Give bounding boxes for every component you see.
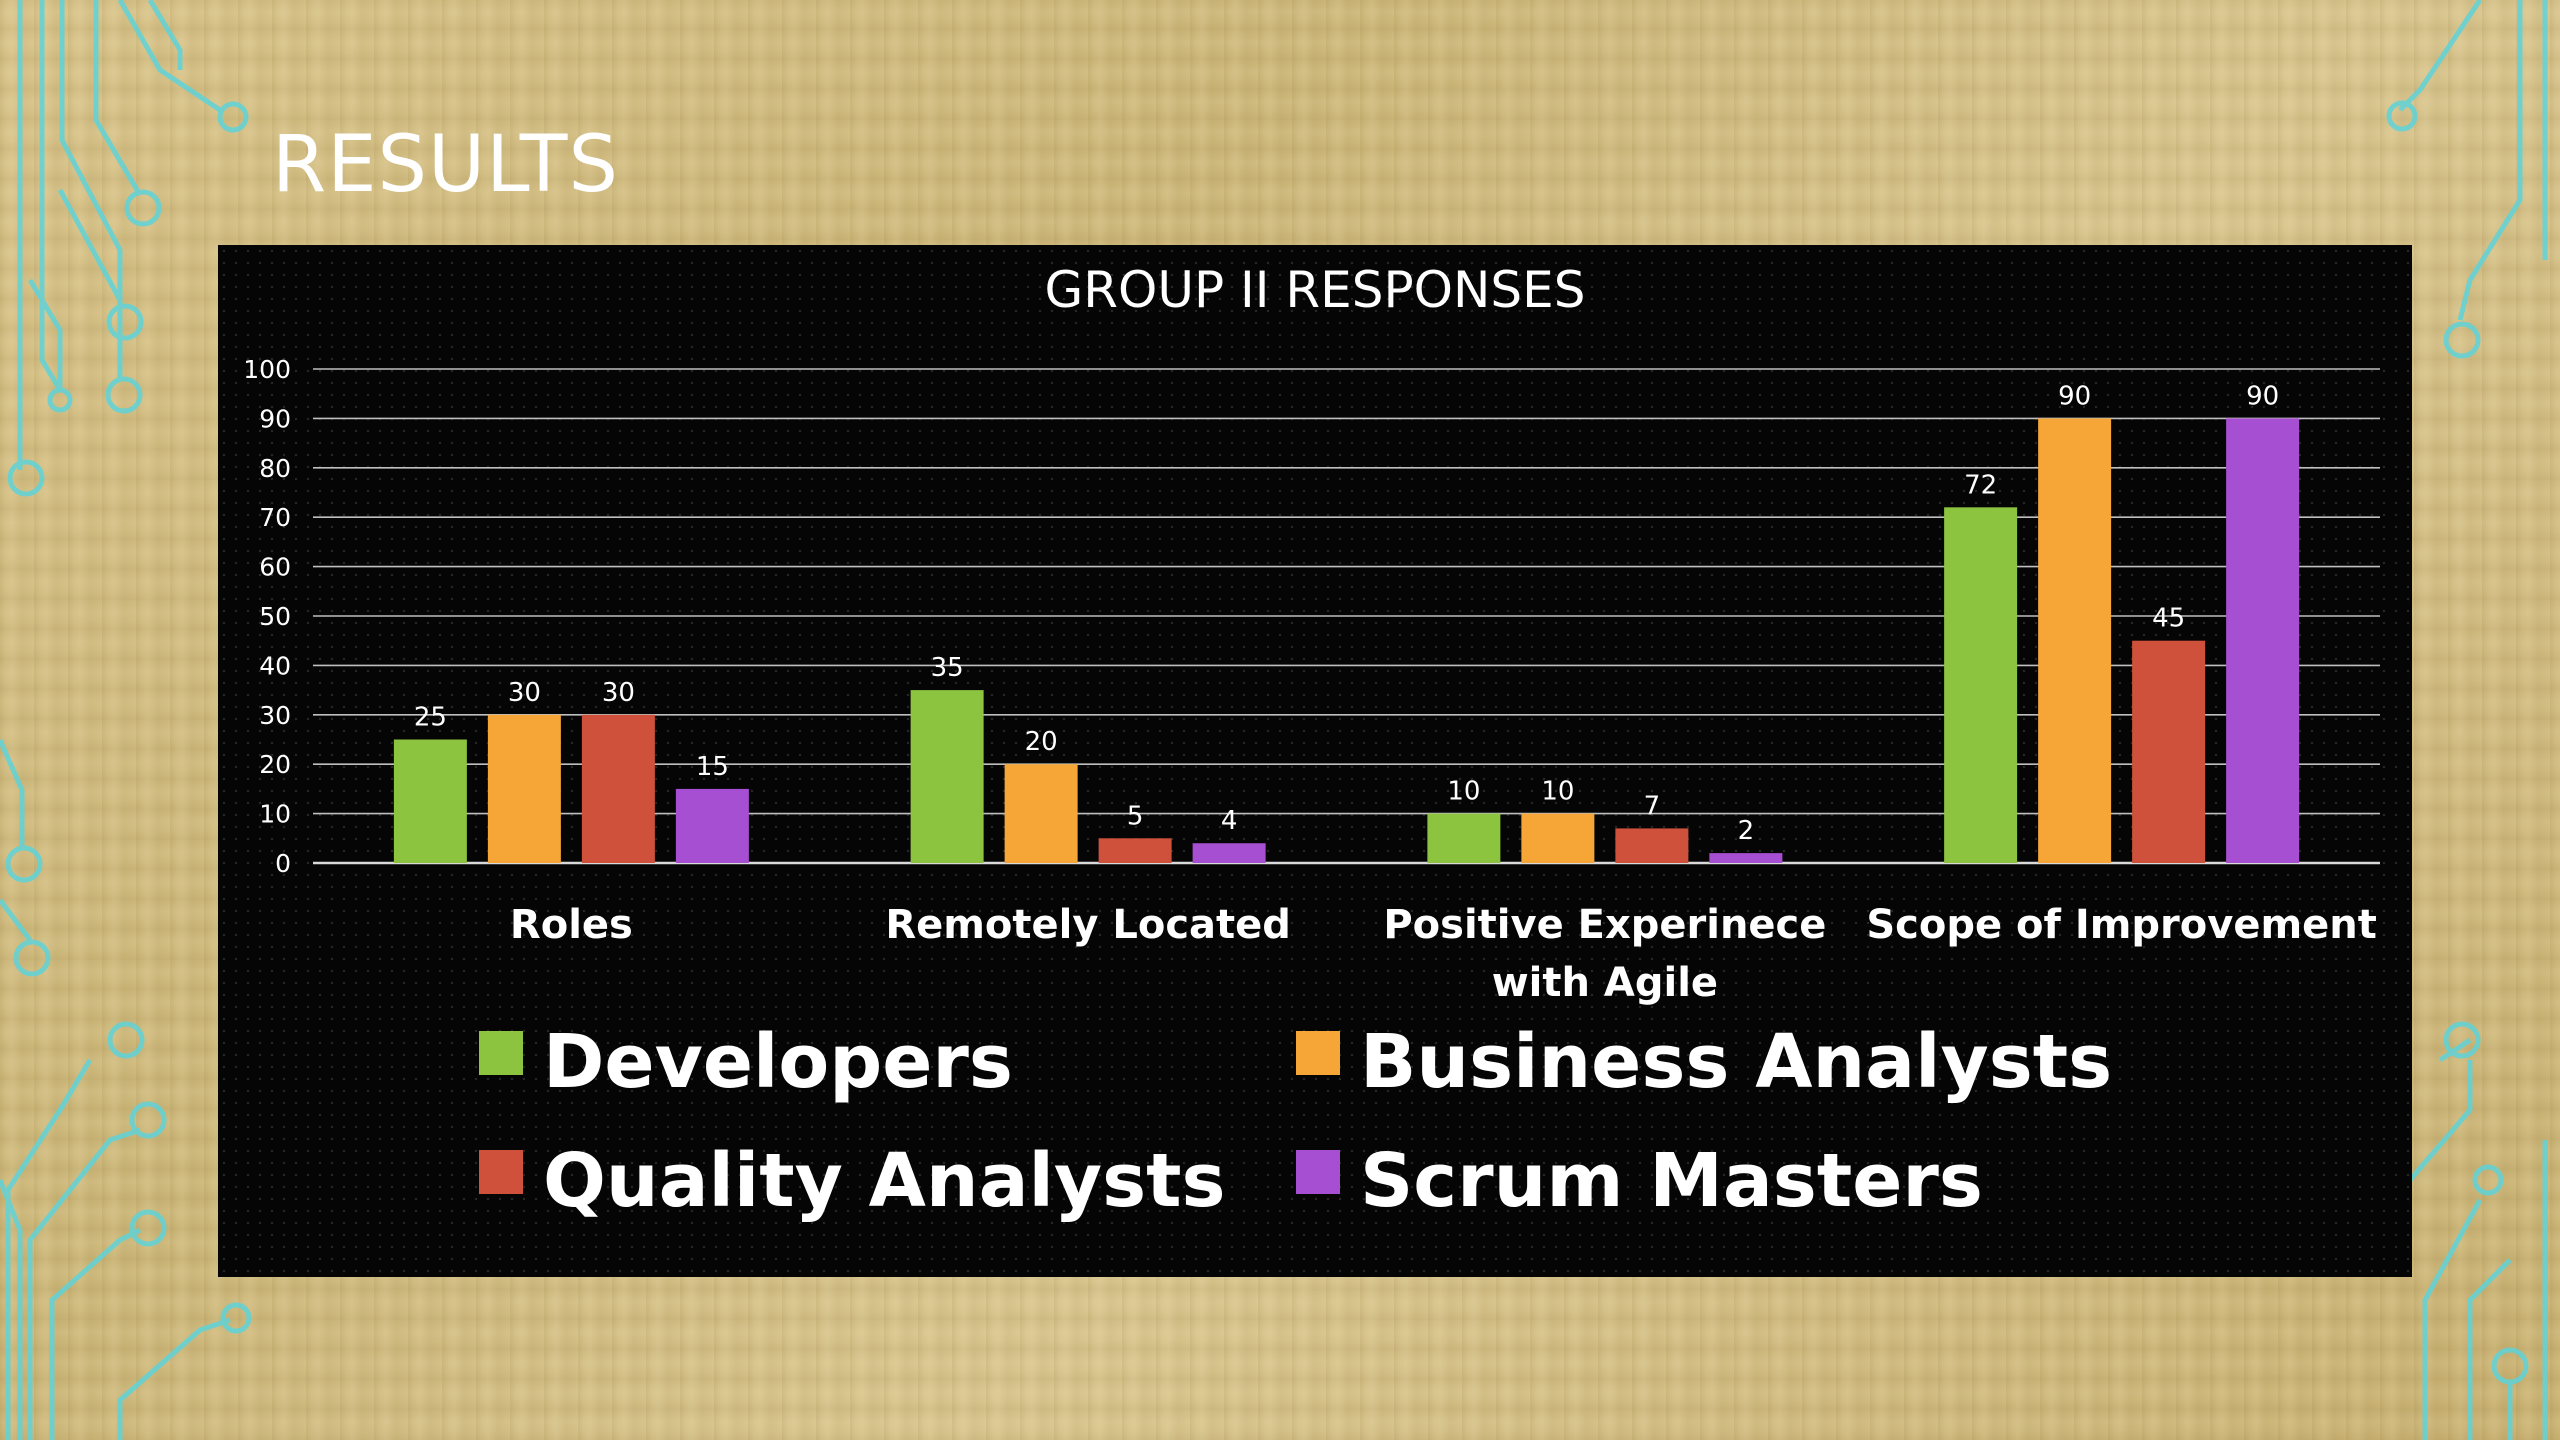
bar — [1098, 838, 1172, 863]
legend: Developers Business Analysts Quality Analy… — [479, 1019, 2112, 1224]
legend-label: Developers — [543, 1019, 1013, 1105]
legend-swatch — [1296, 1031, 1340, 1075]
bar — [393, 739, 467, 863]
data-label: 7 — [1644, 791, 1661, 821]
gridlines — [313, 368, 2380, 865]
slide-title: RESULTS — [272, 120, 619, 210]
data-label: 30 — [602, 678, 635, 708]
y-tick-label: 20 — [259, 750, 291, 779]
y-tick-label: 100 — [243, 355, 291, 384]
data-label: 15 — [696, 752, 729, 782]
bar — [2132, 640, 2206, 863]
data-label: 90 — [2058, 381, 2091, 411]
bar — [1615, 828, 1689, 863]
data-label: 25 — [414, 703, 447, 733]
x-tick-label: Positive Experinece — [1383, 902, 1826, 948]
legend-swatch — [479, 1031, 523, 1075]
y-tick-label: 80 — [259, 454, 291, 483]
bar — [487, 714, 561, 863]
y-tick-label: 30 — [259, 701, 291, 730]
data-label: 45 — [2152, 604, 2185, 634]
data-label: 90 — [2246, 381, 2279, 411]
bars — [393, 418, 2300, 863]
bar — [675, 788, 749, 863]
y-tick-label: 40 — [259, 651, 291, 680]
data-label: 35 — [931, 653, 964, 683]
x-tick-label: Remotely Located — [885, 902, 1291, 948]
y-tick-label: 0 — [275, 849, 291, 878]
bar — [1944, 507, 2018, 863]
data-label: 5 — [1127, 801, 1144, 831]
bar — [1709, 853, 1783, 863]
bar — [1192, 843, 1266, 863]
x-axis-categories: Roles Remotely Located Positive Experinece… — [510, 902, 2377, 1006]
bar — [2226, 418, 2300, 863]
x-tick-label: Roles — [510, 902, 633, 948]
y-tick-label: 10 — [259, 800, 291, 829]
chart-title: GROUP II RESPONSES — [1045, 261, 1586, 319]
legend-label: Business Analysts — [1360, 1019, 2112, 1105]
bar — [910, 690, 984, 863]
legend-swatch — [479, 1150, 523, 1194]
data-label: 72 — [1964, 470, 1997, 500]
y-tick-label: 60 — [259, 553, 291, 582]
x-tick-label: Scope of Improvement — [1866, 902, 2377, 948]
x-tick-label: with Agile — [1492, 960, 1718, 1006]
y-tick-label: 70 — [259, 503, 291, 532]
bar-chart: GROUP II RESPONSES 0 10 20 30 40 50 60 70 80 90 10… — [243, 261, 2380, 1224]
data-label: 10 — [1447, 777, 1480, 807]
bar — [1427, 813, 1501, 863]
bar — [581, 714, 655, 863]
data-label: 30 — [508, 678, 541, 708]
legend-swatch — [1296, 1150, 1340, 1194]
legend-label: Quality Analysts — [543, 1138, 1226, 1224]
legend-label: Scrum Masters — [1360, 1138, 1983, 1224]
y-tick-label: 90 — [259, 404, 291, 433]
data-label: 20 — [1025, 727, 1058, 757]
y-tick-label: 50 — [259, 602, 291, 631]
data-label: 2 — [1738, 816, 1755, 846]
bar — [1004, 764, 1078, 863]
y-axis: 0 10 20 30 40 50 60 70 80 90 100 — [243, 355, 291, 878]
bar — [2038, 418, 2112, 863]
bar — [1521, 813, 1595, 863]
data-label: 4 — [1221, 806, 1238, 836]
chart-panel: GROUP II RESPONSES 0 10 20 30 40 50 60 70 80 90 10… — [218, 245, 2412, 1277]
data-label: 10 — [1541, 777, 1574, 807]
